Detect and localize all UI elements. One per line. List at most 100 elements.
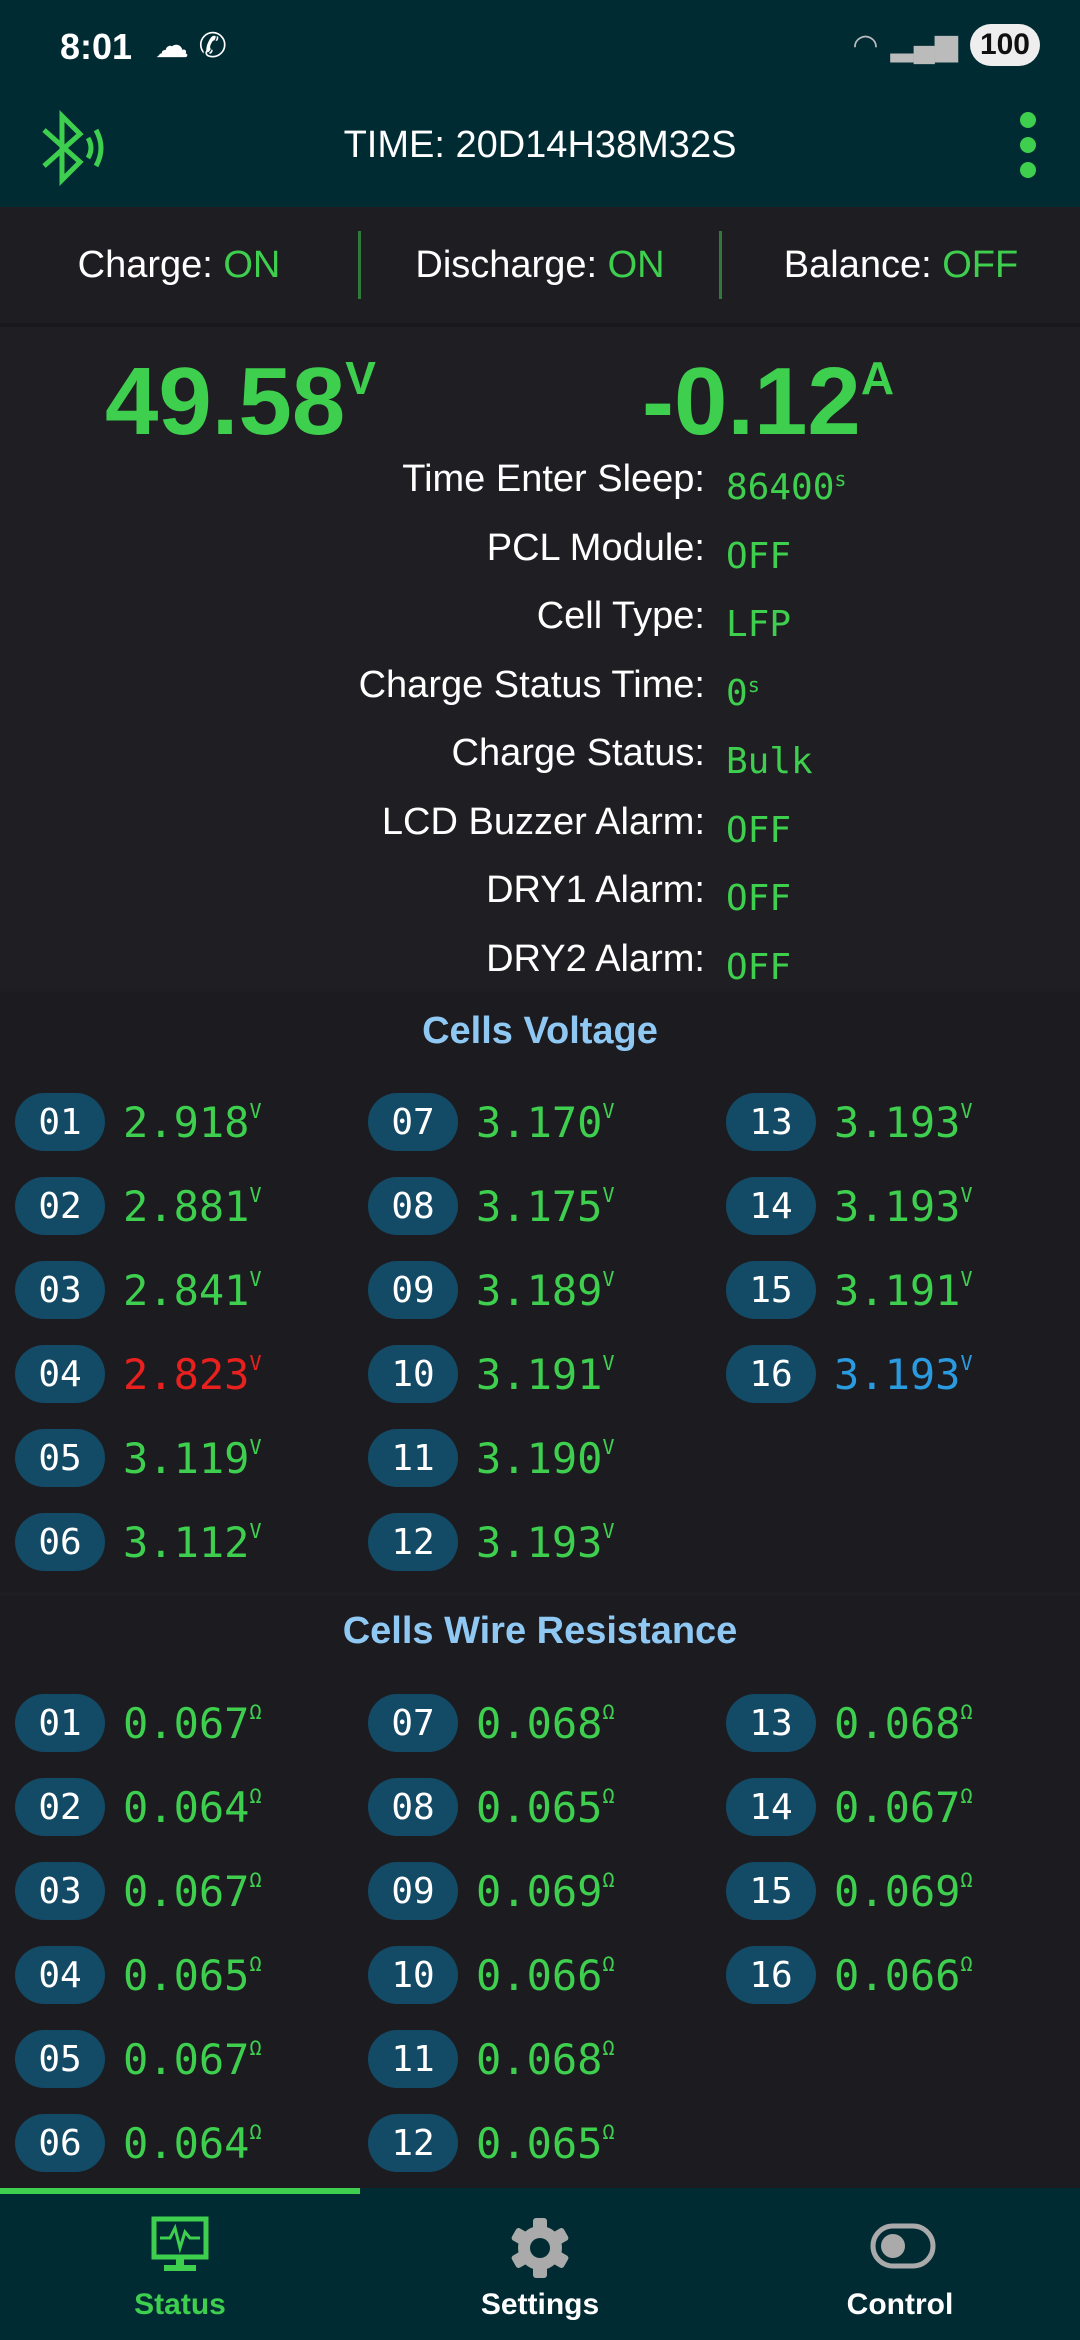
cell-number-badge: 09: [368, 1261, 458, 1319]
cell-value: 0.069Ω: [834, 1866, 973, 1916]
cell-value: 3.193V: [834, 1349, 973, 1399]
cell-item: 16 0.066Ω: [726, 1945, 972, 2005]
uptime-title: TIME: 20D14H38M32S: [343, 124, 737, 166]
cell-value: 3.193V: [476, 1517, 615, 1567]
info-value: OFF: [726, 809, 792, 851]
cell-item: 04 0.065Ω: [15, 1945, 261, 2005]
cell-value: 0.067Ω: [834, 1782, 973, 1832]
cell-item: 02 2.881V: [15, 1176, 261, 1236]
cell-number-badge: 14: [726, 1177, 816, 1235]
cell-value: 0.066Ω: [476, 1950, 615, 2000]
cell-value: 0.067Ω: [123, 1698, 262, 1748]
tab-status[interactable]: Status: [0, 2188, 360, 2340]
cell-number-badge: 03: [15, 1862, 105, 1920]
cell-number-badge: 04: [15, 1345, 105, 1403]
cell-item: 05 0.067Ω: [15, 2029, 261, 2089]
cell-item: 14 0.067Ω: [726, 1777, 972, 1837]
app-header: TIME: 20D14H38M32S: [0, 90, 1080, 207]
signal-icon: ▂▄▆: [890, 28, 958, 62]
more-menu-icon[interactable]: [1020, 112, 1040, 187]
cell-value: 0.067Ω: [123, 2034, 262, 2084]
cell-item: 02 0.064Ω: [15, 1777, 261, 1837]
info-value: OFF: [726, 946, 792, 988]
info-row: Charge Status: Bulk: [0, 719, 1080, 787]
cell-item: 06 3.112V: [15, 1512, 261, 1572]
info-row: Cell Type: LFP: [0, 582, 1080, 650]
cell-item: 13 0.068Ω: [726, 1693, 972, 1753]
charge-status: Charge: ON: [77, 243, 281, 286]
cell-value: 3.189V: [476, 1265, 615, 1315]
cell-value: 3.193V: [834, 1181, 973, 1231]
cell-number-badge: 02: [15, 1778, 105, 1836]
cell-number-badge: 08: [368, 1177, 458, 1235]
cell-value: 3.191V: [834, 1265, 973, 1315]
cell-number-badge: 06: [15, 1513, 105, 1571]
cell-value: 0.066Ω: [834, 1950, 973, 2000]
clock: 8:01: [60, 26, 133, 67]
cell-value: 2.918V: [123, 1097, 262, 1147]
cell-number-badge: 04: [15, 1946, 105, 2004]
info-row: PCL Module: OFF: [0, 514, 1080, 582]
cell-number-badge: 12: [368, 2114, 458, 2172]
divider: [719, 231, 722, 299]
cell-item: 11 0.068Ω: [368, 2029, 614, 2089]
summary-panel: 49.58V -0.12A Time Enter Sleep: 86400s PCL…: [0, 327, 1080, 988]
cell-value: 0.065Ω: [123, 1950, 262, 2000]
cell-item: 13 3.193V: [726, 1092, 972, 1152]
cell-item: 01 2.918V: [15, 1092, 261, 1152]
cell-number-badge: 11: [368, 2030, 458, 2088]
cell-value: 2.823V: [123, 1349, 262, 1399]
cell-value: 3.175V: [476, 1181, 615, 1231]
total-voltage: 49.58V: [105, 348, 376, 455]
cell-item: 15 0.069Ω: [726, 1861, 972, 1921]
cell-number-badge: 03: [15, 1261, 105, 1319]
cell-number-badge: 13: [726, 1694, 816, 1752]
tab-settings[interactable]: Settings: [360, 2188, 720, 2340]
cell-number-badge: 11: [368, 1429, 458, 1487]
info-row: LCD Buzzer Alarm: OFF: [0, 788, 1080, 856]
cell-item: 08 0.065Ω: [368, 1777, 614, 1837]
divider: [358, 231, 361, 299]
cell-value: 2.881V: [123, 1181, 262, 1231]
balance-status: Balance: OFF: [783, 243, 1019, 286]
section-title: Cells Voltage: [422, 1010, 658, 1052]
status-bar: 8:01 ☁ ✆ ◠ ▂▄▆ 100: [0, 0, 1080, 90]
cell-item: 08 3.175V: [368, 1176, 614, 1236]
bluetooth-icon[interactable]: [36, 110, 106, 186]
section-title: Cells Wire Resistance: [342, 1610, 738, 1652]
battery-indicator: 100: [969, 24, 1040, 66]
cell-item: 12 0.065Ω: [368, 2113, 614, 2173]
cell-number-badge: 05: [15, 2030, 105, 2088]
cell-item: 12 3.193V: [368, 1512, 614, 1572]
info-row: Time Enter Sleep: 86400s: [0, 445, 1080, 513]
bottom-nav: Status Settings Control: [0, 2188, 1080, 2340]
cell-value: 3.191V: [476, 1349, 615, 1399]
cell-number-badge: 05: [15, 1429, 105, 1487]
cell-number-badge: 12: [368, 1513, 458, 1571]
cell-number-badge: 15: [726, 1261, 816, 1319]
info-label: Cell Type:: [536, 595, 705, 637]
total-current: -0.12A: [642, 348, 895, 455]
info-label: Time Enter Sleep:: [402, 458, 705, 500]
gear-icon: [511, 2218, 569, 2278]
cell-number-badge: 16: [726, 1345, 816, 1403]
switch-status-row: Charge: ON Discharge: ON Balance: OFF: [0, 207, 1080, 327]
cell-item: 16 3.193V: [726, 1344, 972, 1404]
cell-item: 07 0.068Ω: [368, 1693, 614, 1753]
info-value: 0s: [726, 672, 760, 714]
info-row: DRY1 Alarm: OFF: [0, 856, 1080, 924]
cell-value: 0.068Ω: [476, 2034, 615, 2084]
cell-number-badge: 07: [368, 1694, 458, 1752]
active-tab-indicator: [0, 2188, 360, 2194]
tab-control[interactable]: Control: [720, 2188, 1080, 2340]
monitor-heartbeat-icon: [151, 2216, 209, 2271]
cell-item: 14 3.193V: [726, 1176, 972, 1236]
cell-number-badge: 10: [368, 1946, 458, 2004]
cell-item: 15 3.191V: [726, 1260, 972, 1320]
cell-item: 03 2.841V: [15, 1260, 261, 1320]
cell-number-badge: 15: [726, 1862, 816, 1920]
cell-value: 0.069Ω: [476, 1866, 615, 1916]
cell-number-badge: 06: [15, 2114, 105, 2172]
wifi-icon: ◠: [852, 28, 879, 62]
cell-number-badge: 07: [368, 1093, 458, 1151]
